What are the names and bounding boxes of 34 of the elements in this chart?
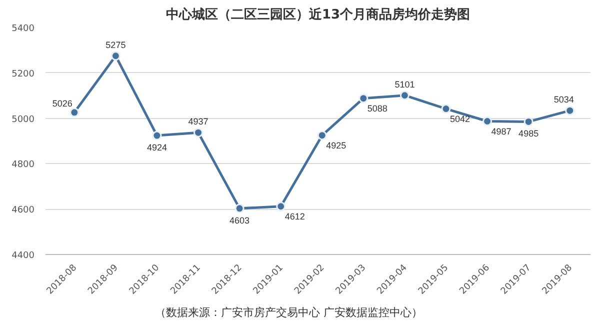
point xyxy=(276,202,286,212)
data-label: 5101 xyxy=(394,79,415,90)
point xyxy=(110,51,120,61)
data-label: 4603 xyxy=(230,215,250,226)
point xyxy=(194,128,204,138)
y-tick-label: 5200 xyxy=(12,69,35,80)
data-label: 5088 xyxy=(367,103,388,114)
data-label: 5275 xyxy=(106,40,126,50)
y-tick-label: 4800 xyxy=(12,160,35,170)
point xyxy=(565,106,575,116)
point xyxy=(358,94,368,104)
data-label: 4987 xyxy=(491,126,512,136)
y-tick-label: 4600 xyxy=(12,206,35,216)
point xyxy=(234,204,244,214)
data-label: 5034 xyxy=(554,94,574,105)
point xyxy=(441,104,451,114)
data-label: 4924 xyxy=(146,142,167,153)
data-label: 4937 xyxy=(188,116,208,127)
y-tick-label: 4400 xyxy=(12,251,35,261)
point xyxy=(400,90,410,100)
text: （数据来源：广安市房产交易中心 广安数据监控中心） xyxy=(155,305,422,321)
point xyxy=(70,108,80,118)
point xyxy=(524,116,534,126)
point xyxy=(152,130,162,140)
data-label: 4985 xyxy=(518,128,539,139)
data-label: 5042 xyxy=(450,114,470,124)
data-label: 4925 xyxy=(326,140,346,150)
data-label: 4612 xyxy=(284,211,305,222)
data-label: 5026 xyxy=(52,98,72,108)
y-tick-label: 5000 xyxy=(12,114,35,125)
point xyxy=(482,116,492,126)
y-tick-label: 5400 xyxy=(12,24,35,34)
point xyxy=(317,130,327,140)
chart-title: 中心城区（二区三园区）近13个月商品房均价走势图 xyxy=(166,6,470,22)
